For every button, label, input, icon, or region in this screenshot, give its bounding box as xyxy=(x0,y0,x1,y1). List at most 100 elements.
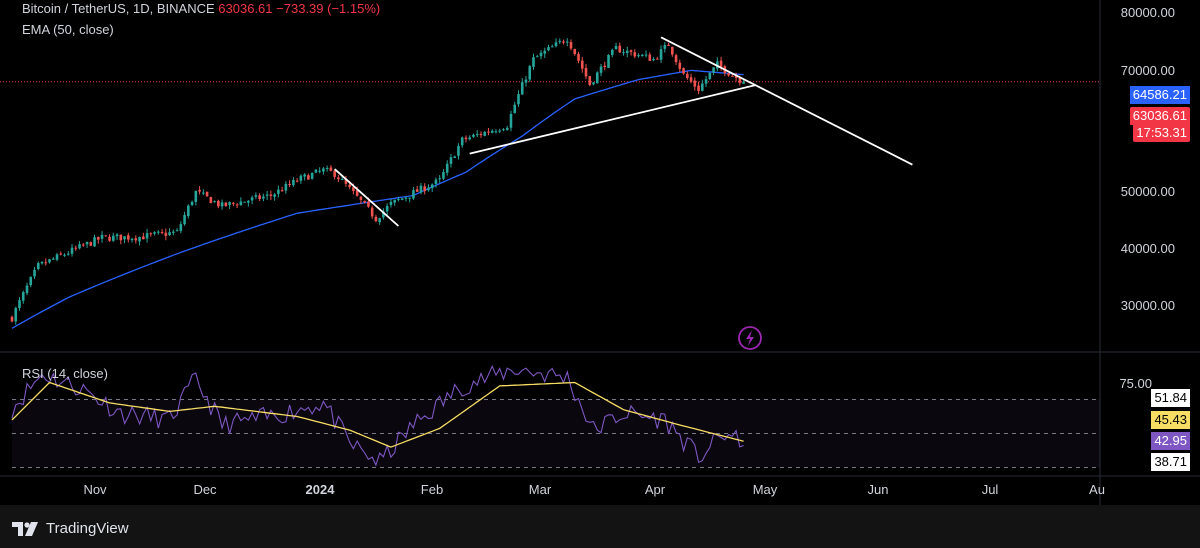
candle-body xyxy=(127,235,130,240)
candle-body xyxy=(629,50,633,52)
candle-body xyxy=(460,137,464,146)
candle-body xyxy=(520,82,524,95)
candle-body xyxy=(21,292,25,301)
candle-body xyxy=(704,79,708,84)
candle-body xyxy=(400,198,404,200)
candle-body xyxy=(355,190,359,196)
candle-body xyxy=(535,56,539,58)
candle-body xyxy=(464,137,468,140)
candle-body xyxy=(412,190,415,199)
chart-svg[interactable]: 80000.00 70000.00 50000.00 40000.00 30000.00… xyxy=(0,0,1200,505)
rsi-tag-lower: 38.71 xyxy=(1151,453,1190,471)
candle-body xyxy=(648,54,652,61)
candle-body xyxy=(640,54,644,57)
trendline xyxy=(334,168,400,227)
candle-body xyxy=(697,85,700,92)
symbol-title[interactable]: Bitcoin / TetherUS, 1D, BINANCE xyxy=(22,1,215,16)
candle-body xyxy=(96,237,100,240)
candle-body xyxy=(655,58,659,60)
candle-body xyxy=(194,190,198,203)
candle-body xyxy=(115,234,119,237)
candle-body xyxy=(145,233,149,239)
candle-body xyxy=(603,65,607,67)
candle-body xyxy=(258,195,261,200)
candle-body xyxy=(734,76,738,78)
candle-body xyxy=(547,47,550,51)
candle-body xyxy=(370,207,374,217)
candle-body xyxy=(149,233,153,235)
candle-body xyxy=(637,55,640,57)
candle-body xyxy=(389,201,393,205)
candle-body xyxy=(93,237,96,247)
candle-body xyxy=(517,94,520,105)
candle-body xyxy=(198,189,201,192)
candle-body xyxy=(505,127,509,130)
candle-body xyxy=(288,183,291,185)
price-change: −733.39 (−1.15%) xyxy=(276,1,381,16)
candle-body xyxy=(85,241,89,245)
ema-legend[interactable]: EMA (50, close) xyxy=(22,22,114,37)
candle-body xyxy=(352,187,355,191)
candle-body xyxy=(738,78,742,83)
candle-body xyxy=(565,41,569,43)
candle-body xyxy=(172,231,175,233)
candle-body xyxy=(235,204,239,206)
candle-body xyxy=(554,42,558,47)
candle-body xyxy=(588,76,592,86)
ema-price-tag: 64586.21 xyxy=(1129,86,1190,104)
candle-body xyxy=(318,170,321,172)
candle-body xyxy=(580,60,584,69)
bar-countdown-tag: 17:53.31 xyxy=(1133,124,1190,142)
candle-body xyxy=(509,113,513,128)
candle-body xyxy=(397,199,400,201)
candle-body xyxy=(599,66,603,73)
candle-body xyxy=(187,205,190,217)
candle-body xyxy=(164,232,168,236)
candle-body xyxy=(558,40,562,42)
candle-body xyxy=(348,184,351,188)
candle-body xyxy=(314,169,318,173)
rsi-value-tag: 42.95 xyxy=(1151,432,1190,450)
candle-body xyxy=(179,224,183,231)
candle-body xyxy=(524,79,528,83)
candle-body xyxy=(663,45,667,49)
axes-layer: 80000.00 70000.00 50000.00 40000.00 30000.00… xyxy=(83,5,1175,497)
candle-body xyxy=(701,83,704,91)
candle-body xyxy=(273,194,276,197)
candle-body xyxy=(438,178,441,180)
candle-body xyxy=(111,235,115,241)
candle-body xyxy=(487,131,490,133)
candle-body xyxy=(468,137,472,140)
candle-body xyxy=(232,202,235,204)
candle-body xyxy=(130,238,134,241)
candle-body xyxy=(539,52,543,57)
tradingview-logo[interactable]: TradingView xyxy=(12,520,129,537)
price-axis-label: 40000.00 xyxy=(1121,241,1175,256)
candle-body xyxy=(543,50,547,54)
candle-body xyxy=(205,191,209,197)
time-axis-label: 2024 xyxy=(306,482,336,497)
rsi-axis-label: 75.00 xyxy=(1119,376,1152,391)
candle-body xyxy=(472,134,475,137)
candle-body xyxy=(652,58,655,61)
candle-body xyxy=(292,179,295,186)
candle-body xyxy=(610,49,614,55)
candle-body xyxy=(48,259,51,263)
candle-body xyxy=(74,247,78,249)
candle-body xyxy=(427,187,430,191)
candle-body xyxy=(633,52,637,57)
candle-body xyxy=(584,67,588,77)
brand-name: TradingView xyxy=(46,520,129,537)
lightning-icon[interactable] xyxy=(738,326,762,350)
candle-body xyxy=(550,46,554,48)
candle-body xyxy=(40,261,44,264)
candle-body xyxy=(329,167,333,171)
candle-body xyxy=(445,163,449,173)
tradingview-logo-icon xyxy=(12,521,38,536)
candle-body xyxy=(104,235,108,237)
rsi-legend[interactable]: RSI (14, close) xyxy=(22,366,108,381)
chart-grid xyxy=(0,0,1200,505)
time-axis-label: Feb xyxy=(421,482,443,497)
trendline xyxy=(469,84,756,155)
footer-bar: TradingView xyxy=(0,505,1200,548)
